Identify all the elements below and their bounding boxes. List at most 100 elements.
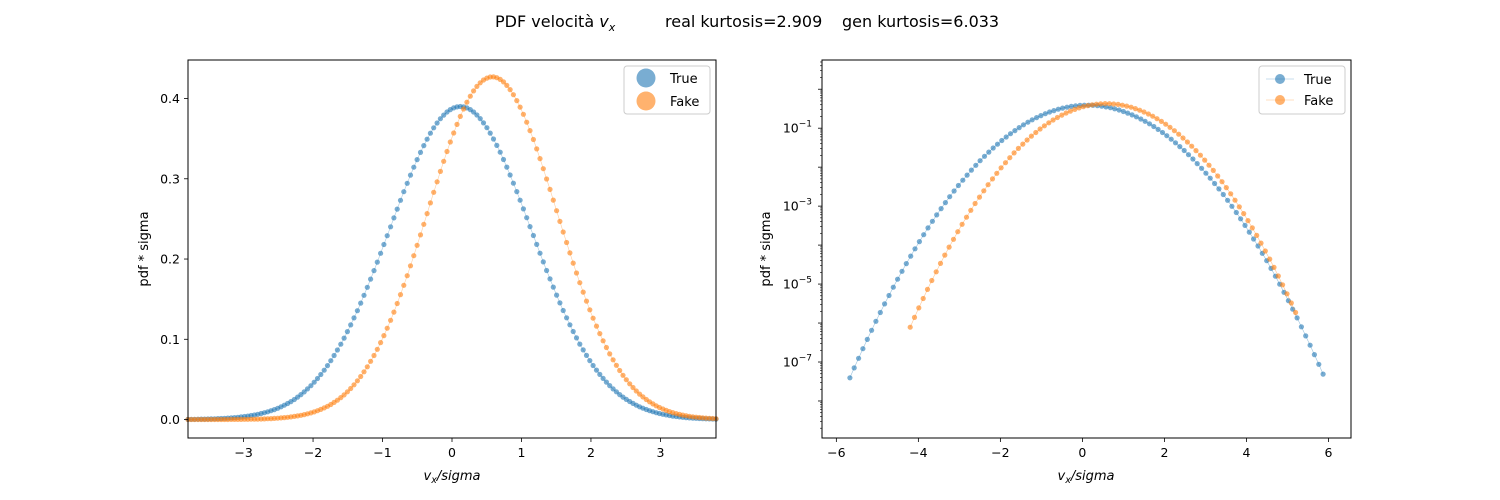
log-point-fake: [1132, 106, 1138, 112]
log-point-true: [851, 365, 857, 371]
log-legend-fake-label: Fake: [1304, 94, 1333, 109]
linear-point-true: [607, 383, 613, 389]
linear-point-fake: [560, 229, 566, 235]
log-point-fake: [1271, 264, 1277, 270]
linear-point-fake: [361, 369, 367, 375]
log-point-fake: [1288, 300, 1294, 306]
log-point-fake: [1150, 113, 1156, 119]
log-point-true: [1129, 112, 1135, 118]
log-point-true: [1203, 170, 1209, 176]
suptitle-var: v: [599, 12, 609, 31]
linear-point-fake: [537, 156, 543, 162]
linear-point-fake: [394, 300, 400, 307]
log-point-fake: [1072, 106, 1078, 112]
log-point-true: [942, 200, 949, 206]
linear-xtick-label: 2: [587, 445, 595, 460]
log-point-fake: [1059, 112, 1065, 118]
linear-ytick-label: 0.4: [160, 91, 180, 106]
log-ytick-label: 10−1: [783, 120, 812, 136]
log-point-fake: [1158, 118, 1164, 124]
linear-point-true: [564, 315, 570, 321]
linear-point-true: [358, 300, 364, 306]
linear-point-fake: [421, 221, 427, 227]
log-point-fake: [998, 165, 1004, 171]
log-point-true: [1034, 115, 1040, 121]
log-point-true: [1133, 114, 1139, 120]
log-point-true: [1298, 324, 1304, 330]
log-xtick-label: −4: [909, 445, 927, 460]
linear-point-true: [593, 367, 600, 373]
log-point-true: [1020, 122, 1027, 128]
log-point-fake: [1262, 248, 1268, 254]
log-point-fake: [1215, 173, 1221, 179]
linear-point-fake: [451, 130, 457, 136]
log-point-fake: [1093, 101, 1099, 107]
log-point-fake: [1197, 152, 1203, 158]
log-point-fake: [1119, 102, 1125, 108]
linear-point-true: [354, 308, 360, 314]
linear-point-true: [587, 358, 593, 364]
log-point-true: [1172, 140, 1179, 146]
linear-point-fake: [633, 388, 639, 394]
linear-point-true: [344, 329, 350, 335]
linear-point-true: [510, 180, 516, 186]
log-point-fake: [933, 269, 939, 275]
linear-point-fake: [593, 323, 600, 329]
log-point-true: [934, 212, 940, 218]
log-point-true: [1238, 216, 1244, 222]
linear-point-fake: [580, 289, 586, 295]
log-point-true: [1320, 371, 1326, 377]
linear-point-true: [411, 164, 417, 170]
log-plot-y-ticks: 10−1 10−3 10−5 10−7: [783, 61, 822, 429]
log-point-true: [903, 261, 909, 267]
log-legend-fake-marker: [1275, 95, 1285, 105]
log-point-true: [1055, 106, 1061, 112]
linear-point-true: [361, 292, 367, 298]
log-point-true: [1199, 165, 1205, 171]
linear-point-true: [590, 362, 596, 369]
linear-point-true: [401, 189, 407, 195]
linear-point-fake: [444, 148, 450, 155]
suptitle-gen-kurtosis: gen kurtosis=6.033: [842, 12, 999, 31]
linear-point-true: [417, 149, 424, 155]
log-point-fake: [907, 324, 913, 330]
linear-point-true: [547, 276, 553, 282]
linear-plot-x-ticks: −3 −2 −1 0 1 2 3: [234, 438, 664, 460]
log-point-true: [1138, 116, 1144, 122]
log-xtick-label: 6: [1324, 445, 1332, 460]
linear-point-true: [431, 125, 437, 131]
linear-plot-y-ticks: 0.0 0.1 0.2 0.3 0.4: [160, 91, 188, 427]
log-point-fake: [1202, 157, 1208, 163]
log-point-true: [1012, 128, 1018, 134]
linear-point-true: [514, 189, 520, 195]
log-point-fake: [929, 277, 935, 284]
log-point-true: [882, 301, 888, 307]
log-point-true: [981, 153, 988, 159]
linear-point-fake: [610, 357, 616, 363]
linear-point-fake: [354, 378, 360, 384]
linear-point-fake: [457, 113, 463, 119]
log-point-true: [1146, 121, 1153, 127]
linear-point-true: [407, 172, 414, 178]
linear-point-true: [391, 215, 397, 221]
log-point-true: [1251, 236, 1257, 242]
log-point-true: [1107, 105, 1113, 111]
log-point-true: [1003, 134, 1009, 140]
linear-point-true: [404, 180, 410, 186]
log-point-true: [1164, 133, 1170, 139]
log-point-fake: [1206, 162, 1212, 168]
linear-point-fake: [351, 382, 357, 388]
log-point-fake: [1284, 291, 1290, 297]
linear-xtick-label: 3: [656, 445, 664, 460]
log-point-true: [877, 309, 883, 316]
log-legend-true-label: True: [1303, 73, 1332, 88]
linear-point-true: [371, 268, 377, 274]
linear-point-fake: [474, 83, 480, 89]
log-point-true: [977, 158, 983, 164]
log-point-fake: [1041, 123, 1047, 129]
log-point-true: [1225, 197, 1231, 203]
linear-point-true: [381, 241, 387, 248]
log-point-true: [1194, 161, 1200, 167]
linear-point-fake: [388, 317, 394, 323]
linear-point-true: [504, 164, 510, 170]
